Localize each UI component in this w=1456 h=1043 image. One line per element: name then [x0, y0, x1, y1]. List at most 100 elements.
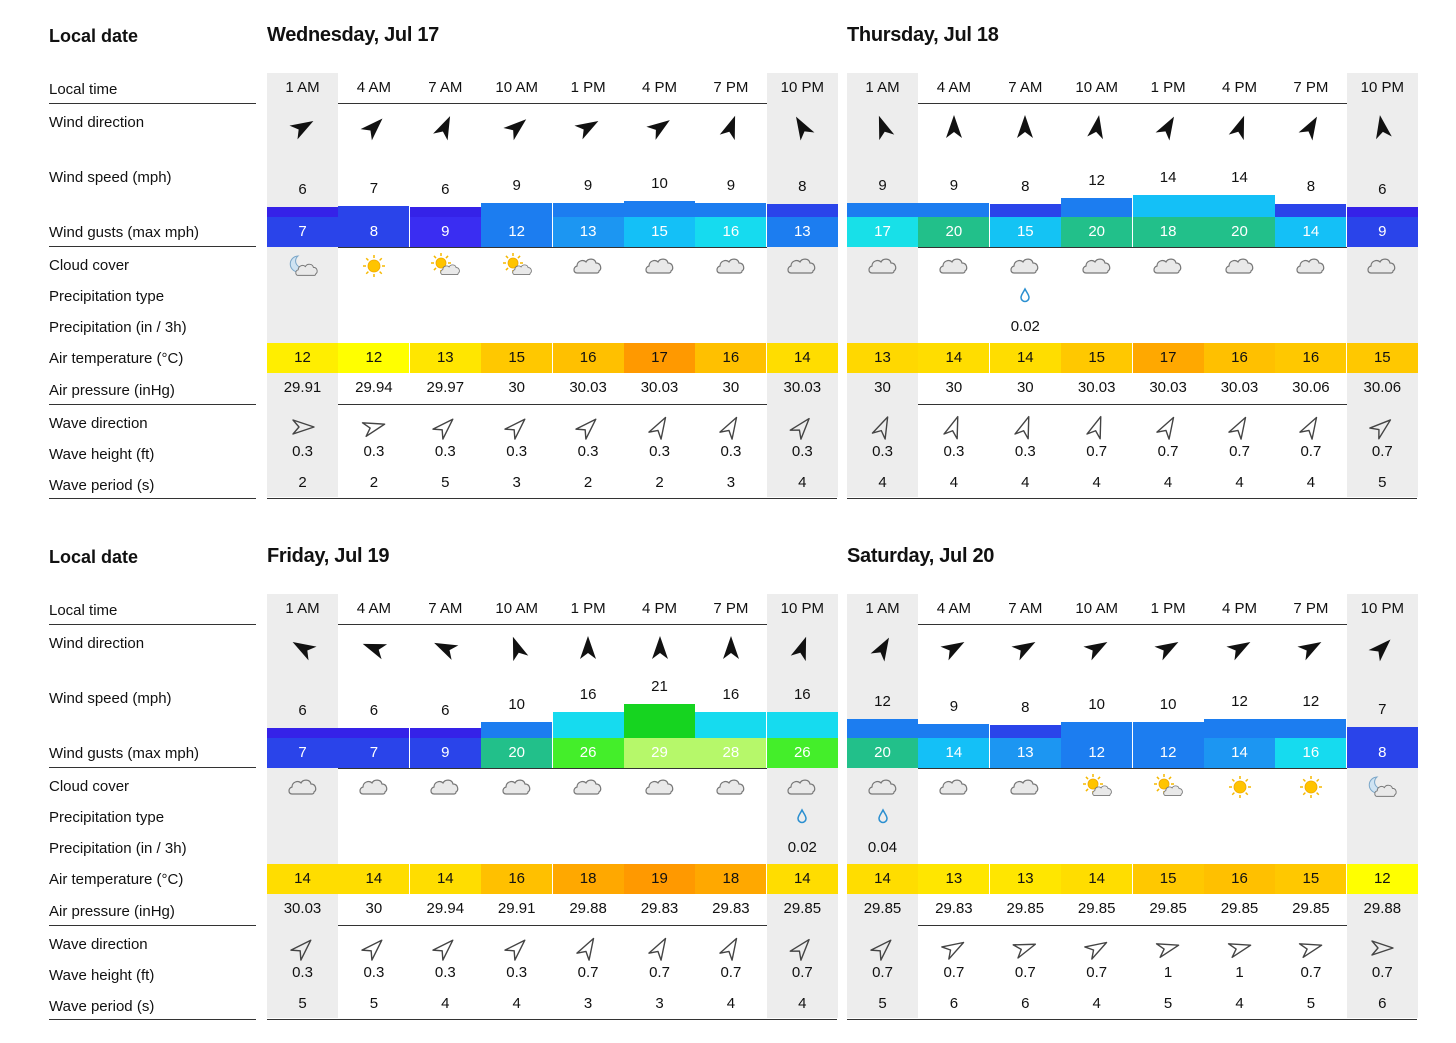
time-cell: 7 PM — [1293, 600, 1329, 617]
wave-period-value: 2 — [655, 474, 664, 491]
wind-speed-value: 8 — [1306, 178, 1316, 195]
label-wind-gusts: Wind gusts (max mph) — [49, 745, 200, 762]
label-divider — [49, 767, 256, 768]
wind-speed-value: 6 — [298, 702, 307, 719]
day-divider — [847, 404, 1417, 405]
time-cell: 1 PM — [1150, 600, 1186, 617]
day-title: Friday, Jul 19 — [267, 545, 390, 567]
precipitation-value — [918, 317, 989, 337]
cloud-icon — [990, 774, 1061, 800]
day-title: Wednesday, Jul 17 — [267, 24, 440, 46]
air-temperature-value: 13 — [409, 343, 481, 373]
wind-direction-arrow-icon — [624, 632, 695, 664]
label-wind-gusts: Wind gusts (max mph) — [49, 224, 200, 241]
wind-speed-bar — [552, 203, 624, 217]
wind-speed-bar — [1132, 195, 1204, 217]
precipitation-type-cell — [267, 808, 338, 828]
precipitation-value — [767, 317, 838, 337]
precipitation-type-cell — [918, 287, 989, 307]
time-cell: 1 PM — [1150, 79, 1186, 96]
time-column: 7 PM 8 14 16 30.06 0.7 4 — [1275, 73, 1347, 497]
wave-height-value: 1 — [1235, 964, 1244, 981]
day-divider — [267, 103, 837, 104]
air-temperature-value: 15 — [1061, 343, 1133, 373]
time-column: 1 PM 14 18 17 30.03 0.7 4 — [1132, 73, 1204, 497]
precipitation-type-cell — [481, 808, 552, 828]
cloud-icon — [918, 774, 989, 800]
wave-direction-arrow-icon — [695, 413, 766, 440]
wave-period-value: 4 — [1163, 474, 1173, 491]
local-date-label: Local date — [49, 26, 139, 46]
air-pressure-value: 29.85 — [1204, 898, 1275, 920]
air-pressure-value: 30 — [989, 377, 1061, 399]
day-divider — [847, 624, 1417, 625]
wave-period-value: 4 — [1021, 474, 1030, 491]
wind-speed-bar — [409, 728, 481, 738]
wave-direction-arrow-icon — [1061, 413, 1132, 440]
wind-speed-value: 9 — [949, 177, 959, 194]
air-temperature-value: 16 — [1204, 343, 1275, 373]
day-panel: Thursday, Jul 18 1 AM 9 17 13 30 0.3 4 4 AM 9 20 14… — [847, 0, 1418, 521]
precipitation-type-cell — [1133, 287, 1204, 307]
time-column: 4 AM 7 8 12 29.94 0.3 2 — [338, 73, 410, 497]
wind-direction-arrow-icon — [410, 111, 481, 143]
time-cell: 10 AM — [1075, 79, 1118, 96]
time-column: 1 AM 12 20 0.04 14 29.85 0.7 5 — [847, 594, 918, 1018]
wind-speed-bar — [1204, 195, 1275, 217]
label-local-time: Local time — [49, 81, 118, 98]
time-cell: 4 AM — [936, 600, 971, 617]
wind-direction-arrow-icon — [767, 632, 838, 664]
label-cloud-cover: Cloud cover — [49, 257, 130, 274]
precipitation-type-cell — [695, 287, 766, 307]
air-pressure-value: 29.94 — [409, 898, 481, 920]
precipitation-type-cell — [338, 808, 409, 828]
wave-height-value: 0.7 — [1229, 443, 1250, 460]
wind-direction-arrow-icon — [410, 632, 481, 664]
wind-gust-value: 17 — [847, 217, 918, 247]
wind-direction-arrow-icon — [1133, 632, 1204, 664]
air-temperature-value: 13 — [989, 864, 1061, 894]
wind-gust-value: 15 — [989, 217, 1061, 247]
wind-speed-bar — [481, 722, 553, 738]
air-temperature-value: 15 — [481, 343, 553, 373]
label-cloud-cover: Cloud cover — [49, 778, 130, 795]
wind-direction-arrow-icon — [695, 632, 766, 664]
wind-speed-bar — [624, 201, 695, 217]
time-cell: 4 AM — [356, 600, 391, 617]
cloud-icon — [990, 253, 1061, 279]
wave-direction-arrow-icon — [1275, 413, 1346, 440]
wave-height-value: 0.7 — [1300, 443, 1322, 460]
wind-speed-value: 6 — [369, 702, 379, 719]
air-temperature-value: 18 — [695, 864, 767, 894]
wind-speed-bar — [989, 725, 1061, 738]
wave-period-value: 3 — [583, 995, 593, 1012]
air-temperature-value: 14 — [409, 864, 481, 894]
wind-speed-bar — [918, 203, 990, 217]
air-pressure-value: 29.88 — [552, 898, 624, 920]
sun-cloud-icon — [1061, 774, 1132, 800]
wave-period-value: 2 — [369, 474, 379, 491]
wind-gust-value: 13 — [552, 217, 624, 247]
air-pressure-value: 30.03 — [552, 377, 624, 399]
cloud-icon — [847, 774, 918, 800]
wave-height-value: 0.3 — [363, 443, 385, 460]
wind-speed-value: 9 — [726, 177, 736, 194]
wind-speed-value: 12 — [874, 693, 891, 710]
wind-direction-arrow-icon — [1275, 632, 1346, 664]
label-divider — [49, 404, 256, 405]
air-pressure-value: 29.97 — [409, 377, 481, 399]
cloud-icon — [695, 253, 766, 279]
wind-speed-bar — [695, 712, 767, 738]
wind-speed-bar — [1204, 719, 1275, 738]
air-pressure-value: 29.91 — [481, 898, 553, 920]
wind-gust-value: 20 — [918, 217, 990, 247]
air-temperature-value: 14 — [766, 343, 838, 373]
label-wave-period: Wave period (s) — [49, 477, 155, 494]
wave-height-value: 0.7 — [1014, 964, 1036, 981]
wave-direction-arrow-icon — [553, 934, 624, 961]
wind-direction-arrow-icon — [338, 111, 409, 143]
time-column: 7 PM 12 16 15 29.85 0.7 5 — [1275, 594, 1347, 1018]
cloud-icon — [481, 774, 552, 800]
time-cell: 4 PM — [1221, 79, 1257, 96]
wind-gust-value: 20 — [481, 738, 553, 768]
